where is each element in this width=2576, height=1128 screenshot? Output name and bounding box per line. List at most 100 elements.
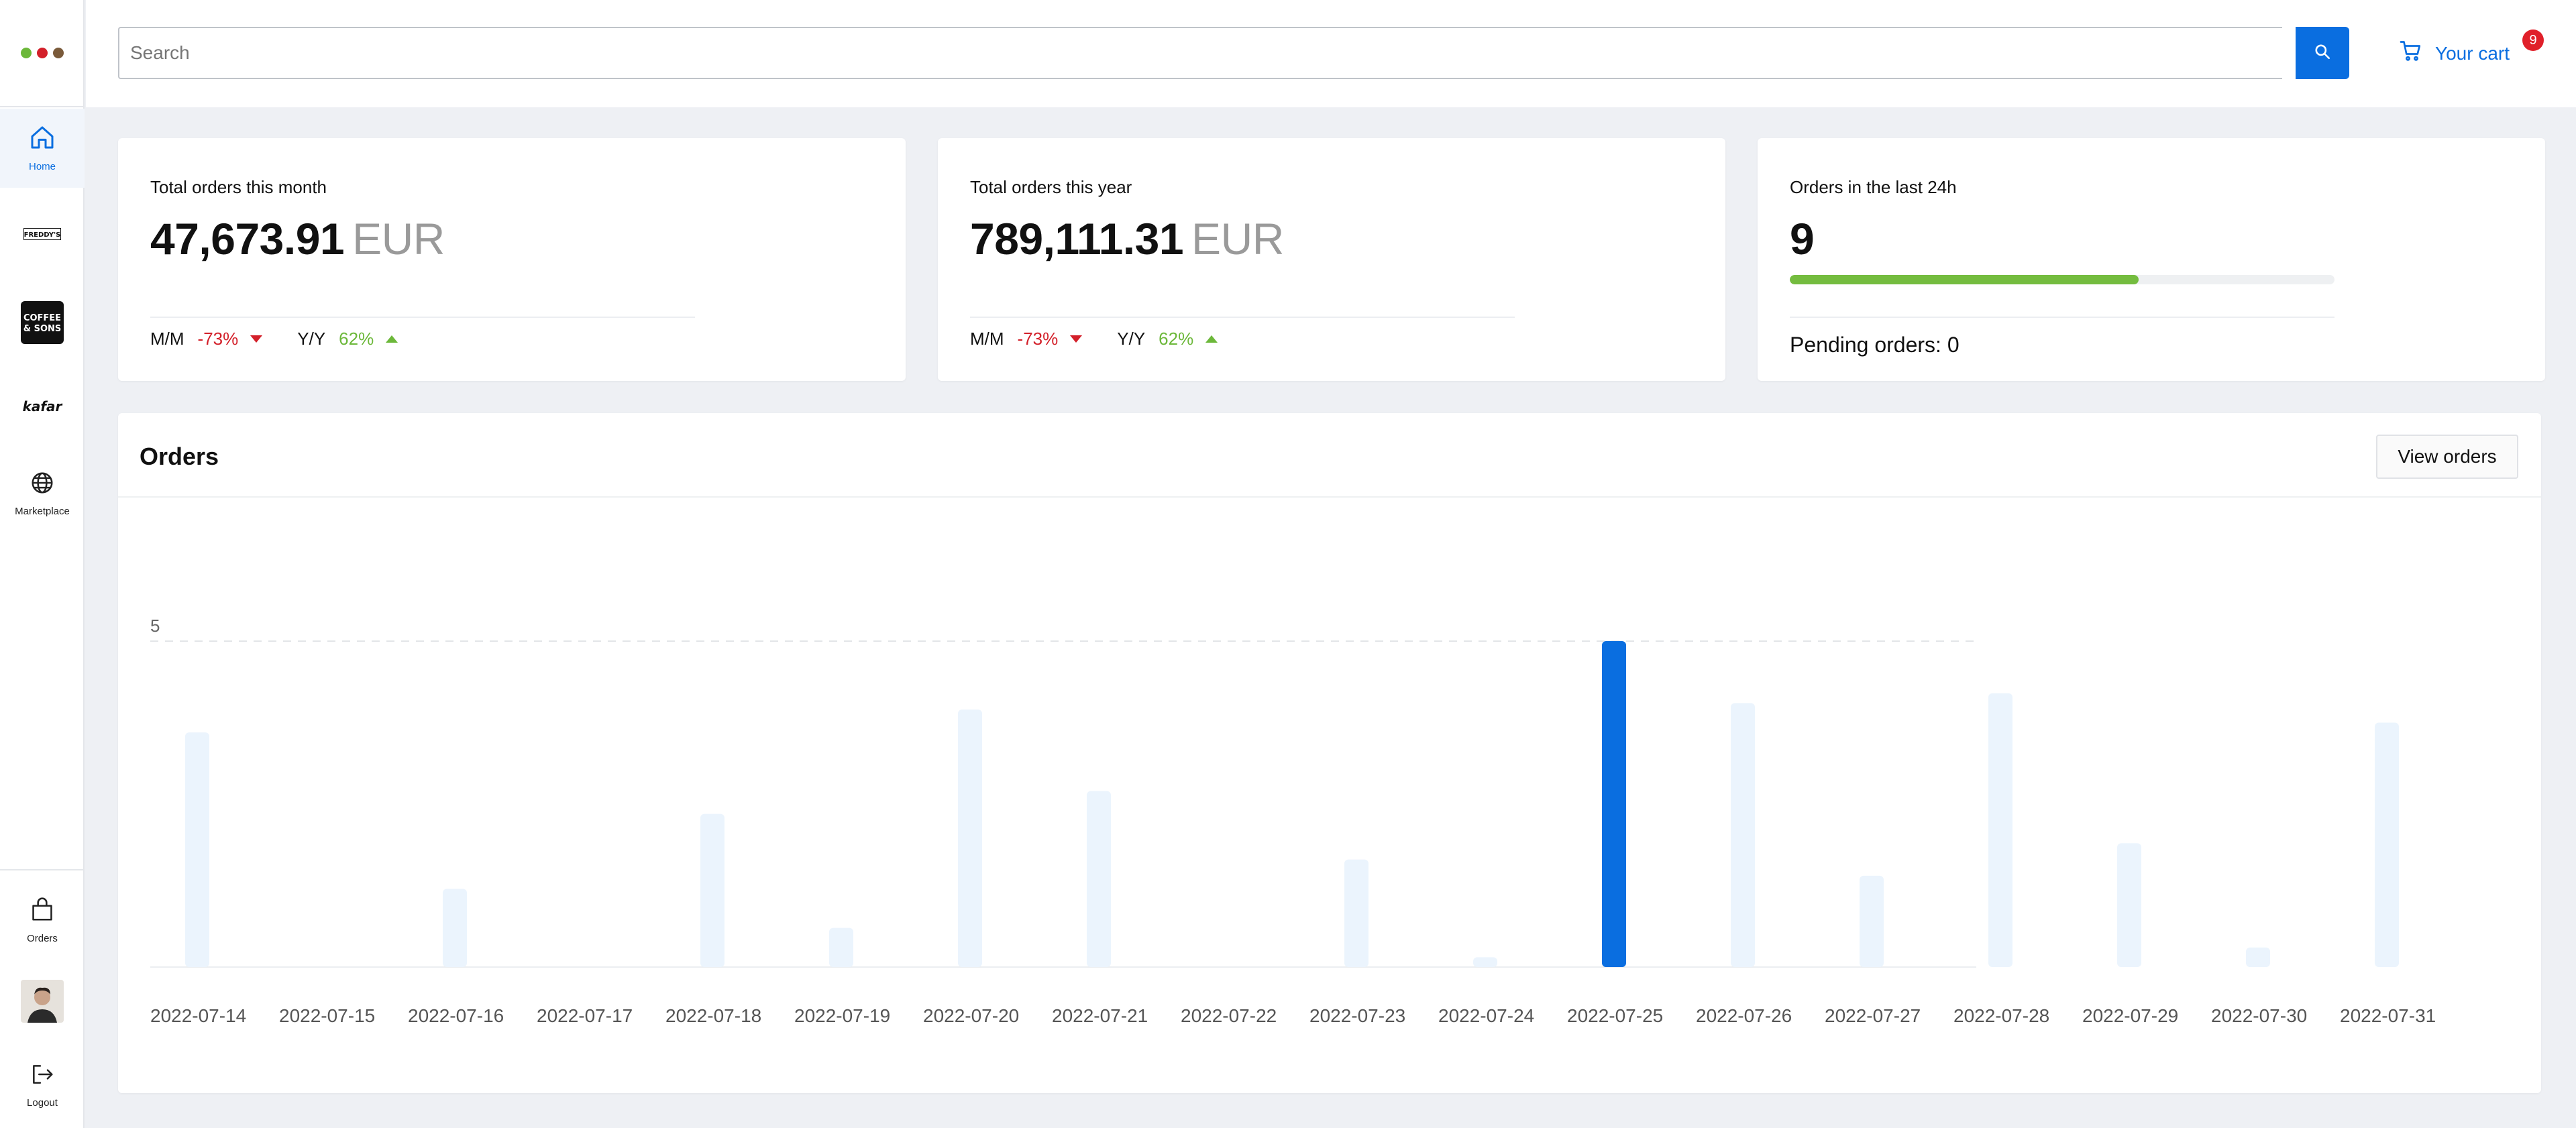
yy-label: Y/Y <box>1117 329 1146 349</box>
x-tick-label: 2022-07-30 <box>2211 1005 2307 1026</box>
chart-bar <box>958 710 982 967</box>
trend-down-icon <box>1070 335 1083 343</box>
shopping-bag-icon <box>30 897 55 926</box>
stat-title: Total orders this month <box>150 177 327 197</box>
x-tick-label: 2022-07-28 <box>1953 1005 2049 1026</box>
chart-bar <box>700 813 724 967</box>
mm-label: M/M <box>150 329 184 349</box>
mm-label: M/M <box>970 329 1004 349</box>
x-tick-label: 2022-07-23 <box>1309 1005 1405 1026</box>
stat-amount: 9 <box>1790 214 1815 264</box>
stat-amount: 789,111.31 <box>970 214 1184 264</box>
logo-dot-red <box>37 48 48 58</box>
stat-card-last-24h: Orders in the last 24h 9 Pending orders:… <box>1758 138 2545 381</box>
svg-text:& SONS: & SONS <box>23 324 62 334</box>
search-input[interactable] <box>118 27 2282 79</box>
sidebar-item-orders[interactable]: Orders <box>0 884 85 958</box>
sidebar: Home FREDDY'S COFFEE & SONS kafar Marketp… <box>0 0 85 1128</box>
chart-bar <box>1860 875 1884 967</box>
stat-value: 47,673.91 EUR <box>150 213 445 264</box>
mm-value: -73% <box>1017 329 1059 349</box>
divider <box>1790 317 2334 318</box>
x-tick-label: 2022-07-20 <box>923 1005 1019 1026</box>
x-tick-label: 2022-07-19 <box>794 1005 890 1026</box>
x-tick-label: 2022-07-25 <box>1567 1005 1663 1026</box>
sidebar-item-coffee-sons[interactable]: COFFEE & SONS <box>0 292 85 353</box>
sidebar-item-marketplace[interactable]: Marketplace <box>0 457 85 530</box>
orders-progress-fill <box>1790 275 2139 284</box>
yy-value: 62% <box>1159 329 1194 349</box>
search-icon <box>2314 43 2331 64</box>
stat-card-year: Total orders this year 789,111.31 EUR M/M… <box>938 138 1725 381</box>
svg-text:COFFEE: COFFEE <box>23 313 61 323</box>
mm-value: -73% <box>197 329 239 349</box>
sidebar-item-profile[interactable] <box>0 971 85 1031</box>
x-tick-label: 2022-07-22 <box>1181 1005 1277 1026</box>
cart-count-badge: 9 <box>2522 30 2544 51</box>
x-tick-label: 2022-07-21 <box>1052 1005 1148 1026</box>
sidebar-item-logout[interactable]: Logout <box>0 1052 85 1119</box>
chart-bar <box>1344 859 1368 967</box>
top-bar: Your cart 9 <box>86 0 2576 107</box>
orders-title: Orders <box>140 443 219 470</box>
chart-bar <box>1087 791 1111 967</box>
sidebar-bottom: Orders Logout <box>0 869 85 1128</box>
cart-label: Your cart <box>2435 42 2510 64</box>
logo-dot-brown <box>53 48 64 58</box>
chart-bar <box>829 927 853 967</box>
stat-value: 789,111.31 EUR <box>970 213 1284 264</box>
x-tick-label: 2022-07-18 <box>665 1005 761 1026</box>
sidebar-item-home-label: Home <box>28 161 56 172</box>
app-logo[interactable] <box>0 0 85 107</box>
yy-value: 62% <box>339 329 374 349</box>
chart-bar <box>185 732 209 967</box>
logo-dot-green <box>21 48 32 58</box>
chart-bar <box>443 889 467 967</box>
stat-value: 9 <box>1790 213 1815 264</box>
stat-unit: EUR <box>352 214 445 264</box>
x-tick-label: 2022-07-14 <box>150 1005 246 1026</box>
stat-unit: EUR <box>1191 214 1284 264</box>
cart-link[interactable]: Your cart <box>2399 39 2510 68</box>
chart-bar <box>1731 703 1755 967</box>
trend-down-icon <box>250 335 263 343</box>
sidebar-item-logout-label: Logout <box>27 1097 58 1109</box>
sidebar-item-kafar[interactable]: kafar <box>0 382 85 431</box>
orders-header: Orders View orders <box>118 413 2541 498</box>
stat-title: Total orders this year <box>970 177 1132 197</box>
stat-amount: 47,673.91 <box>150 214 345 264</box>
orders-bar-chart: 5 2022-07-14 2022-07-15 2022-07-16 2022-07-1… <box>150 616 2436 1026</box>
coffee-sons-brand-logo: COFFEE & SONS <box>21 301 64 344</box>
chart-bar <box>1473 957 1497 967</box>
kafar-brand-logo: kafar <box>22 398 62 414</box>
home-icon <box>29 124 56 154</box>
x-tick-label: 2022-07-15 <box>279 1005 375 1026</box>
x-tick-label: 2022-07-24 <box>1438 1005 1534 1026</box>
chart-bar <box>2117 843 2141 967</box>
stat-title: Orders in the last 24h <box>1790 177 1957 197</box>
search-button[interactable] <box>2296 27 2349 79</box>
sidebar-item-marketplace-label: Marketplace <box>15 506 70 517</box>
cart-icon <box>2399 39 2423 68</box>
trend-up-icon <box>386 335 398 343</box>
trend-row: M/M -73% Y/Y 62% <box>150 329 398 349</box>
pending-orders: Pending orders: 0 <box>1790 333 1960 357</box>
x-tick-label: 2022-07-17 <box>537 1005 633 1026</box>
sidebar-item-orders-label: Orders <box>27 933 58 944</box>
chart-bar <box>2246 947 2270 967</box>
x-tick-label: 2022-07-31 <box>2340 1005 2436 1026</box>
y-tick-label: 5 <box>150 616 160 636</box>
chart-bar <box>2375 722 2399 967</box>
trend-row: M/M -73% Y/Y 62% <box>970 329 1218 349</box>
sidebar-item-home[interactable]: Home <box>0 109 85 188</box>
divider <box>150 317 695 318</box>
svg-text:FREDDY'S: FREDDY'S <box>24 231 61 239</box>
x-tick-label: 2022-07-27 <box>1825 1005 1921 1026</box>
x-tick-label: 2022-07-26 <box>1696 1005 1792 1026</box>
stat-card-month: Total orders this month 47,673.91 EUR M/M… <box>118 138 906 381</box>
yy-label: Y/Y <box>297 329 326 349</box>
logout-icon <box>30 1062 55 1090</box>
freddys-brand-logo: FREDDY'S <box>23 227 61 243</box>
view-orders-button[interactable]: View orders <box>2376 435 2518 479</box>
sidebar-item-freddys[interactable]: FREDDY'S <box>0 208 85 263</box>
